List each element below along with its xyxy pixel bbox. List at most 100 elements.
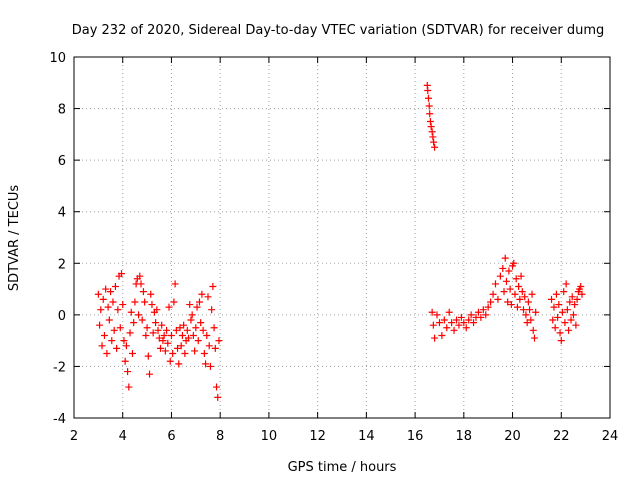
data-point bbox=[194, 337, 202, 345]
data-point bbox=[448, 319, 456, 327]
data-point bbox=[119, 301, 127, 309]
plot-frame bbox=[73, 56, 611, 419]
chart-title: Day 232 of 2020, Sidereal Day-to-day VTE… bbox=[72, 23, 605, 38]
data-point bbox=[470, 319, 478, 327]
data-point bbox=[467, 311, 475, 319]
x-tick-label: 14 bbox=[358, 429, 375, 444]
data-point bbox=[107, 288, 115, 296]
data-point bbox=[158, 321, 166, 329]
data-point bbox=[110, 326, 118, 334]
data-points bbox=[94, 81, 586, 401]
data-point bbox=[484, 303, 492, 311]
data-point bbox=[187, 316, 195, 324]
data-point bbox=[479, 306, 487, 314]
x-tick-label: 10 bbox=[261, 429, 278, 444]
x-tick-label: 22 bbox=[553, 429, 570, 444]
y-tick-label: 0 bbox=[58, 309, 66, 324]
data-point bbox=[571, 301, 579, 309]
y-tick-label: 10 bbox=[49, 51, 66, 66]
data-point bbox=[512, 275, 520, 283]
data-point bbox=[562, 280, 570, 288]
data-point bbox=[188, 311, 196, 319]
x-axis-label: GPS time / hours bbox=[288, 460, 397, 475]
data-point bbox=[520, 306, 528, 314]
x-tick-label: 24 bbox=[602, 429, 619, 444]
data-point bbox=[135, 311, 143, 319]
data-point bbox=[460, 319, 468, 327]
data-point bbox=[189, 331, 197, 339]
data-point bbox=[170, 298, 178, 306]
x-tick-label: 8 bbox=[216, 429, 224, 444]
data-point bbox=[457, 313, 465, 321]
data-point bbox=[556, 329, 564, 337]
y-tick-label: -2 bbox=[53, 360, 66, 375]
data-point bbox=[552, 290, 560, 298]
data-point bbox=[94, 290, 102, 298]
data-point bbox=[161, 347, 169, 355]
data-point bbox=[453, 316, 461, 324]
data-point bbox=[565, 326, 573, 334]
data-point bbox=[113, 344, 121, 352]
data-point bbox=[500, 288, 508, 296]
y-tick-label: -4 bbox=[53, 412, 66, 427]
data-point bbox=[148, 301, 156, 309]
data-point bbox=[138, 316, 146, 324]
data-point bbox=[99, 295, 107, 303]
data-point bbox=[156, 344, 164, 352]
data-point bbox=[208, 306, 216, 314]
data-point bbox=[164, 339, 172, 347]
data-point bbox=[443, 324, 451, 332]
data-point bbox=[515, 282, 523, 290]
data-point bbox=[105, 316, 113, 324]
y-axis-label: SDTVAR / TECUs bbox=[7, 185, 22, 292]
data-point bbox=[450, 326, 458, 334]
data-point bbox=[206, 362, 214, 370]
data-point bbox=[511, 290, 519, 298]
x-tick-label: 20 bbox=[504, 429, 521, 444]
data-point bbox=[489, 290, 497, 298]
data-point bbox=[142, 331, 150, 339]
data-point bbox=[130, 319, 138, 327]
data-point bbox=[551, 324, 559, 332]
data-point bbox=[440, 316, 448, 324]
data-point bbox=[120, 337, 128, 345]
data-point bbox=[202, 360, 210, 368]
data-point bbox=[430, 138, 438, 146]
data-point bbox=[152, 319, 160, 327]
data-point bbox=[163, 326, 171, 334]
data-point bbox=[560, 288, 568, 296]
data-point bbox=[199, 326, 207, 334]
data-point bbox=[141, 298, 149, 306]
data-point bbox=[137, 280, 145, 288]
x-tick-label: 4 bbox=[119, 429, 127, 444]
data-point bbox=[160, 331, 168, 339]
data-point bbox=[165, 303, 173, 311]
data-point bbox=[554, 313, 562, 321]
data-point bbox=[426, 110, 434, 118]
data-point bbox=[505, 267, 513, 275]
data-point bbox=[153, 306, 161, 314]
data-point bbox=[193, 303, 201, 311]
data-point bbox=[136, 272, 144, 280]
data-point bbox=[558, 308, 566, 316]
data-point bbox=[566, 298, 574, 306]
data-point bbox=[477, 313, 485, 321]
data-point bbox=[527, 316, 535, 324]
data-point bbox=[431, 143, 439, 151]
data-point bbox=[567, 316, 575, 324]
data-point bbox=[172, 326, 180, 334]
data-point bbox=[111, 282, 119, 290]
data-point bbox=[146, 370, 154, 378]
data-point bbox=[555, 301, 563, 309]
data-point bbox=[573, 295, 581, 303]
data-point bbox=[114, 306, 122, 314]
data-point bbox=[200, 350, 208, 358]
data-point bbox=[214, 393, 222, 401]
data-point bbox=[215, 337, 223, 345]
data-point bbox=[178, 331, 186, 339]
data-point bbox=[167, 331, 175, 339]
data-point bbox=[103, 350, 111, 358]
data-point bbox=[455, 321, 463, 329]
